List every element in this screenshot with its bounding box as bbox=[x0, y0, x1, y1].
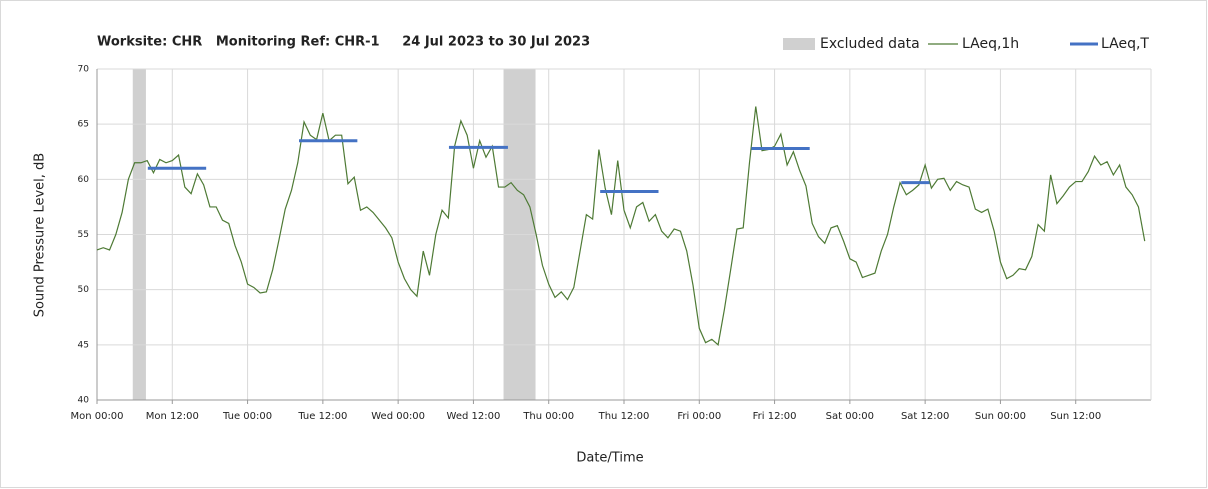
laeq-1h-line bbox=[96, 106, 1146, 346]
x-axis-label: Date/Time bbox=[576, 451, 643, 466]
legend-swatch bbox=[783, 38, 815, 50]
y-tick-label: 55 bbox=[78, 230, 89, 240]
y-axis-label: Sound Pressure Level, dB bbox=[33, 153, 48, 317]
x-tick-label: Thu 12:00 bbox=[598, 411, 650, 422]
chart-title: Worksite: CHR Monitoring Ref: CHR-1 24 J… bbox=[97, 35, 590, 50]
x-tick-label: Mon 00:00 bbox=[70, 411, 123, 422]
x-tick-label: Wed 00:00 bbox=[371, 411, 425, 422]
y-tick-label: 50 bbox=[78, 285, 90, 295]
y-tick-label: 45 bbox=[78, 340, 89, 350]
legend-label: Excluded data bbox=[820, 36, 920, 52]
y-tick-label: 40 bbox=[78, 396, 90, 406]
x-tick-label: Tue 12:00 bbox=[297, 411, 347, 422]
x-tick-label: Sat 00:00 bbox=[826, 411, 874, 422]
x-tick-label: Wed 12:00 bbox=[447, 411, 501, 422]
legend-label: LAeq,1h bbox=[962, 36, 1019, 52]
y-tick-label: 70 bbox=[78, 65, 90, 75]
legend: Excluded data LAeq,1h LAeq,T bbox=[783, 36, 1149, 52]
y-tick-label: 60 bbox=[78, 175, 90, 185]
legend-label: LAeq,T bbox=[1101, 36, 1149, 52]
x-tick-label: Fri 12:00 bbox=[753, 411, 797, 422]
x-tick-label: Fri 00:00 bbox=[677, 411, 721, 422]
x-tick-label: Tue 00:00 bbox=[222, 411, 272, 422]
x-tick-label: Mon 12:00 bbox=[146, 411, 199, 422]
y-tick-label: 65 bbox=[78, 120, 89, 130]
x-tick-label: Sun 12:00 bbox=[1050, 411, 1101, 422]
x-tick-label: Sat 12:00 bbox=[901, 411, 949, 422]
x-tick-label: Sun 00:00 bbox=[975, 411, 1026, 422]
x-tick-label: Thu 00:00 bbox=[522, 411, 574, 422]
